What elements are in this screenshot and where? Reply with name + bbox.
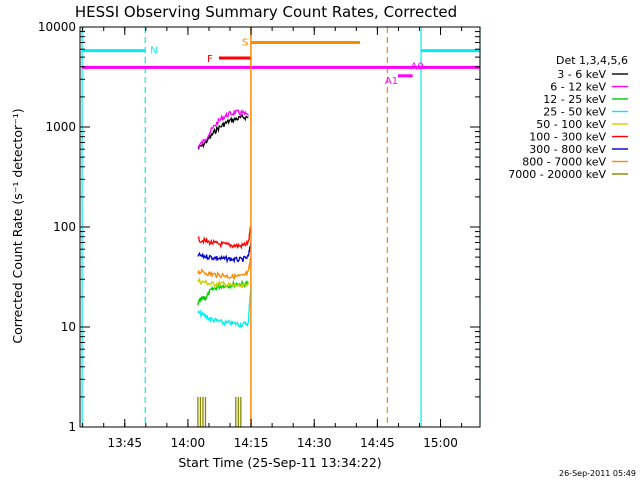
- x-tick-label-3: 14:30: [297, 436, 332, 450]
- series-line-1: [197, 108, 249, 149]
- legend-label-2: 12 - 25 keV: [543, 93, 606, 106]
- series-line-0: [197, 114, 249, 150]
- flag-label-F-3: F: [207, 54, 213, 65]
- x-tick-label-5: 15:00: [423, 436, 458, 450]
- flag-label-N-0: N: [150, 46, 157, 57]
- x-tick-label-1: 14:00: [171, 436, 206, 450]
- y-tick-label-1: 10: [61, 320, 76, 334]
- y-tick-label-4: 10000: [38, 20, 76, 34]
- series-line-6: [197, 242, 252, 264]
- axes: 1 10 100 1000 10000 13:45 14:00 14:15 14:30 14:45…: [38, 20, 480, 450]
- y-tick-label-0: 1: [68, 420, 76, 434]
- legend-label-1: 6 - 12 keV: [550, 81, 606, 94]
- flag-label-S-2: S: [242, 37, 248, 48]
- legend-label-7: 800 - 7000 keV: [522, 156, 606, 169]
- x-tick-label-0: 13:45: [107, 436, 142, 450]
- series-line-5: [197, 225, 252, 250]
- legend-label-4: 50 - 100 keV: [536, 118, 606, 131]
- legend-label-6: 300 - 800 keV: [529, 143, 606, 156]
- legend-label-8: 7000 - 20000 keV: [508, 168, 606, 181]
- series-line-3: [197, 287, 252, 329]
- x-tick-label-4: 14:45: [360, 436, 395, 450]
- plot-area: N S F A0 A1: [81, 27, 481, 427]
- legend-title: Det 1,3,4,5,6: [556, 54, 628, 67]
- generation-timestamp: 26-Sep-2011 05:49: [559, 469, 636, 478]
- flag-label-A1-5: A1: [385, 76, 398, 87]
- y-tick-label-3: 1000: [45, 120, 76, 134]
- y-axis-label: Corrected Count Rate (s⁻¹ detector⁻¹): [10, 108, 25, 343]
- legend-label-5: 100 - 300 keV: [529, 131, 606, 144]
- legend-label-0: 3 - 6 keV: [557, 68, 606, 81]
- series-line-4: [197, 277, 250, 289]
- x-tick-label-2: 14:15: [234, 436, 269, 450]
- x-axis-label: Start Time (25-Sep-11 13:34:22): [178, 455, 381, 470]
- y-tick-label-2: 100: [53, 220, 76, 234]
- flag-label-A0-4: A0: [411, 61, 424, 72]
- legend-label-3: 25 - 50 keV: [543, 106, 606, 119]
- chart-title: HESSI Observing Summary Count Rates, Cor…: [75, 3, 457, 21]
- series-line-7: [197, 257, 252, 281]
